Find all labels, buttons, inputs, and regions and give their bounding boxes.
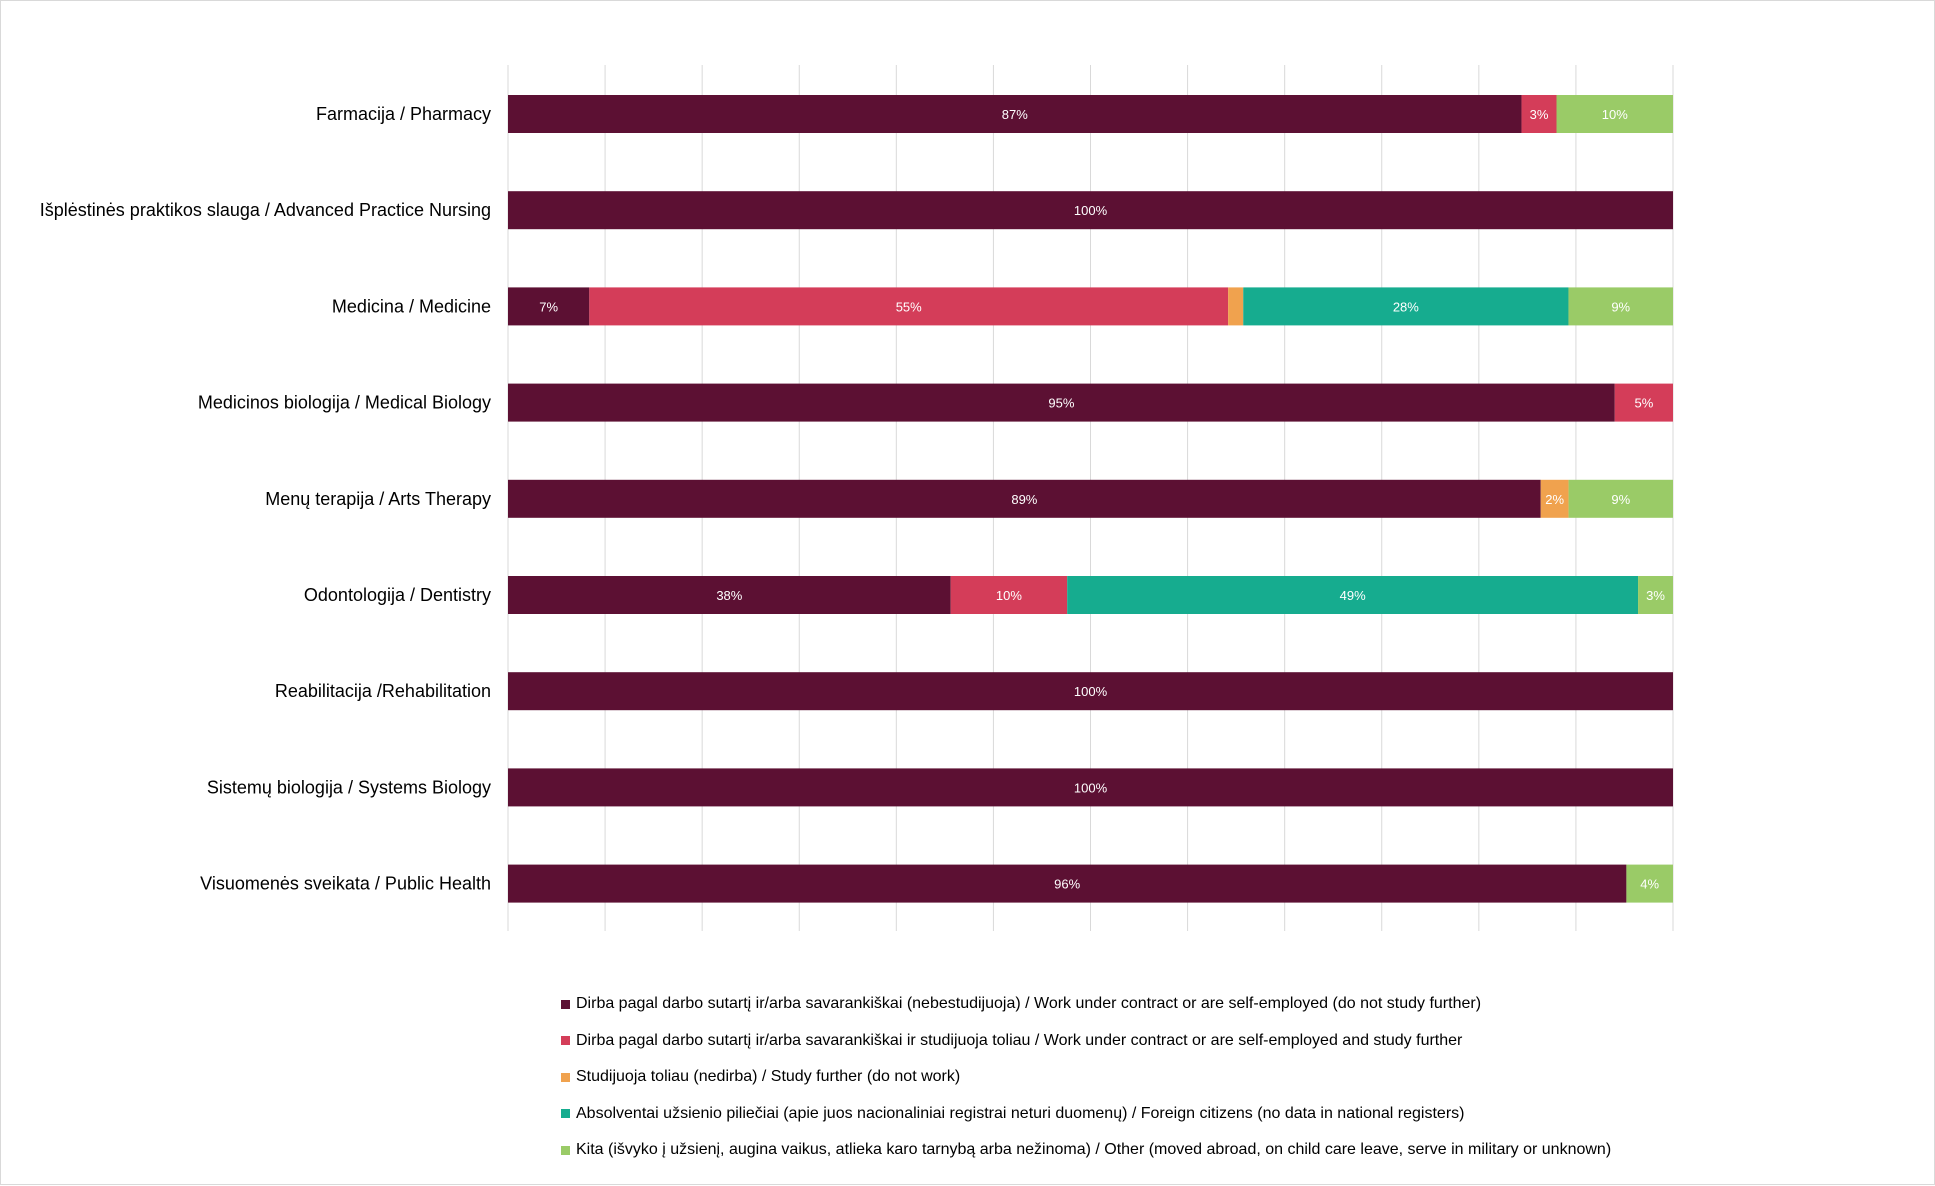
data-label: 9% [1611,492,1630,507]
bar-segment [1568,479,1673,518]
category-labels: Farmacija / Pharmacy Išplėstinės praktiko… [40,104,491,894]
bar-segment [1243,287,1569,326]
data-label: 87% [1002,107,1028,122]
bar-segment [1614,383,1673,422]
data-label: 38% [716,588,742,603]
category-label: Farmacija / Pharmacy [316,104,491,124]
bar-segment [1626,864,1673,903]
data-label: 96% [1054,877,1080,892]
bar-segment [1521,95,1557,133]
data-label: 7% [539,299,558,314]
data-label: 89% [1011,492,1037,507]
bar-segment [508,768,1673,807]
legend-label: Absolventai užsienio piliečiai (apie juo… [576,1104,1465,1122]
data-label: 55% [896,299,922,314]
data-labels: 87% 3% 10% 100% 7% 55% 28% 9% 95% 5% 89% 2% 9% 38% 10%… [539,107,1665,892]
category-label: Medicinos biologija / Medical Biology [198,393,491,413]
legend-item: Dirba pagal darbo sutartį ir/arba savara… [561,986,1611,1023]
data-label: 2% [1545,492,1564,507]
bar-segment [1067,576,1639,614]
bar-segment [508,864,1627,903]
legend-label: Dirba pagal darbo sutartį ir/arba savara… [576,1031,1463,1049]
data-label: 100% [1074,684,1108,699]
category-label: Išplėstinės praktikos slauga / Advanced … [40,200,491,220]
data-label: 4% [1640,877,1659,892]
legend-label: Studijuoja toliau (nedirba) / Study furt… [576,1068,961,1086]
bar-segment [508,383,1615,422]
legend-swatch [561,1036,570,1046]
legend-label: Dirba pagal darbo sutartį ir/arba savara… [576,995,1482,1013]
data-label: 28% [1393,299,1419,314]
bar-segment [1568,287,1673,326]
category-label: Odontologija / Dentistry [304,585,491,605]
data-label: 49% [1340,588,1366,603]
bars [508,95,1673,903]
bar-segment [508,287,590,326]
bar-segment [1228,287,1244,326]
category-label: Visuomenės sveikata / Public Health [200,874,491,894]
bar-segment [589,287,1229,326]
bar-segment [950,576,1068,614]
category-label: Medicina / Medicine [332,296,491,316]
data-label: 3% [1646,588,1665,603]
legend-item: Dirba pagal darbo sutartį ir/arba savara… [561,1023,1611,1060]
data-label: 9% [1611,299,1630,314]
data-label: 100% [1074,203,1108,218]
bar-segment [1638,576,1673,614]
data-label: 10% [996,588,1022,603]
legend-swatch [561,1109,570,1119]
legend-label: Kita (išvyko į užsienį, augina vaikus, a… [576,1141,1612,1159]
bar-segment [508,479,1541,518]
bar-segment [508,95,1522,133]
legend-item: Absolventai užsienio piliečiai (apie juo… [561,1096,1611,1133]
category-label: Sistemų biologija / Systems Biology [207,777,491,797]
data-label: 10% [1602,107,1628,122]
bar-segment [508,576,951,614]
bar-segment [508,672,1673,711]
legend-item: Kita (išvyko į užsienį, augina vaikus, a… [561,1132,1611,1169]
data-label: 5% [1634,396,1653,411]
data-label: 100% [1074,780,1108,795]
bar-segment [508,191,1673,230]
bar-segment [1556,95,1673,133]
legend: Dirba pagal darbo sutartį ir/arba savara… [561,986,1611,1169]
legend-swatch [561,1072,570,1082]
category-label: Reabilitacija /Rehabilitation [275,681,491,701]
legend-item: Studijuoja toliau (nedirba) / Study furt… [561,1059,1611,1096]
data-label: 95% [1048,396,1074,411]
category-label: Menų terapija / Arts Therapy [265,489,491,509]
bar-segment [1540,479,1569,518]
data-label: 3% [1530,107,1549,122]
legend-swatch [561,999,570,1009]
legend-swatch [561,1145,570,1155]
